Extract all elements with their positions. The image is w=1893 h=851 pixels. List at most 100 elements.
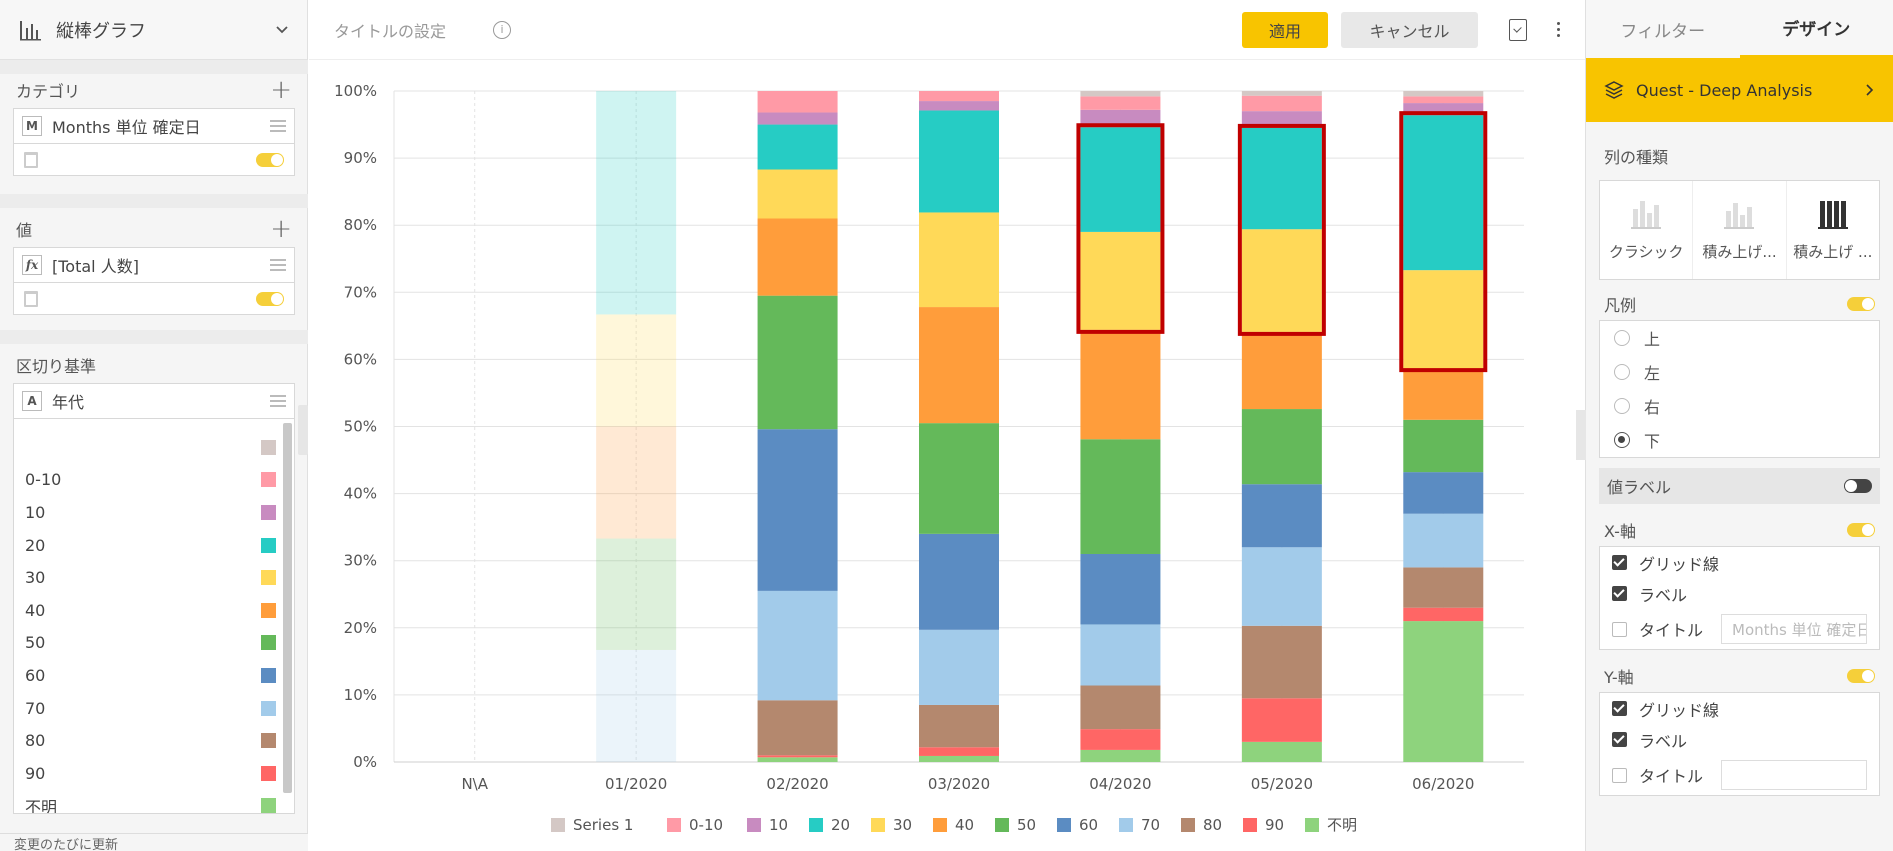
radio-icon[interactable] (1614, 364, 1630, 380)
breakdown-field[interactable]: A 年代 (13, 383, 295, 419)
apply-button[interactable]: 適用 (1242, 11, 1328, 48)
y-axis-toggle[interactable] (1847, 669, 1875, 683)
legend-swatch (933, 818, 947, 832)
legend-top-option[interactable]: 上 (1600, 321, 1879, 355)
legend-swatch (667, 818, 681, 832)
breakdown-item[interactable]: 30 (14, 561, 294, 594)
value-toggle[interactable] (256, 291, 284, 306)
legend-left-option[interactable]: 左 (1600, 355, 1879, 389)
breakdown-item[interactable]: 不明 (14, 790, 294, 813)
quest-deep-analysis-banner[interactable]: Quest - Deep Analysis (1586, 58, 1893, 122)
y-labels-label: ラベル (1639, 731, 1688, 751)
scrollbar[interactable] (283, 423, 292, 793)
add-category-icon[interactable]: + (270, 75, 292, 105)
collapse-left-panel-handle[interactable] (298, 405, 308, 455)
y-axis-options: グリッド線 ラベル タイトル (1599, 692, 1880, 796)
bar-segment-0-10 (1241, 95, 1322, 112)
radio-selected-icon[interactable] (1614, 432, 1630, 448)
breakdown-item[interactable]: 60 (14, 659, 294, 692)
trash-icon[interactable] (24, 290, 38, 307)
breakdown-item-label: 90 (25, 763, 46, 783)
checkbox-icon[interactable] (1612, 767, 1627, 783)
bar-segment-80 (757, 700, 838, 756)
checkbox-icon[interactable] (1612, 621, 1627, 637)
legend-label: 不明 (1327, 816, 1357, 834)
color-swatch[interactable] (261, 570, 276, 586)
column-type-stacked-100[interactable]: 積み上げ ... (1787, 181, 1879, 279)
drag-handle-icon[interactable] (270, 395, 286, 407)
cancel-button[interactable]: キャンセル (1341, 11, 1478, 48)
breakdown-item[interactable]: 90 (14, 757, 294, 790)
color-swatch[interactable] (261, 667, 276, 683)
legend-swatch (809, 818, 823, 832)
color-swatch[interactable] (261, 635, 276, 651)
color-swatch[interactable] (261, 765, 276, 781)
breakdown-item[interactable] (14, 431, 294, 464)
breakdown-item[interactable]: 0-10 (14, 464, 294, 497)
checkbox-checked-icon[interactable] (1612, 586, 1627, 601)
category-toggle[interactable] (256, 152, 284, 167)
auto-update-footer[interactable]: 変更のたびに更新 (0, 833, 308, 851)
breakdown-item-label: 70 (25, 698, 46, 718)
bar-segment-20 (1080, 127, 1161, 232)
info-icon[interactable]: i (493, 20, 512, 39)
legend-top-label: 上 (1644, 330, 1661, 349)
bar-segment-60 (919, 533, 999, 630)
y-axis-label: Y-軸 (1604, 668, 1634, 687)
breakdown-item[interactable]: 10 (14, 496, 294, 529)
y-grid-option[interactable]: グリッド線 (1600, 693, 1879, 724)
collapse-right-panel-handle[interactable] (1576, 410, 1586, 460)
checkbox-checked-icon[interactable] (1612, 555, 1627, 570)
chart-type-selector[interactable]: 縦棒グラフ (0, 0, 307, 60)
breakdown-item[interactable]: 70 (14, 692, 294, 725)
y-title-option[interactable]: タイトル (1600, 755, 1879, 795)
color-swatch[interactable] (261, 472, 276, 488)
highlight-box (1237, 123, 1326, 336)
legend-right-option[interactable]: 右 (1600, 389, 1879, 423)
radio-icon[interactable] (1614, 398, 1630, 414)
legend-bottom-option[interactable]: 下 (1600, 423, 1879, 457)
trash-icon[interactable] (24, 151, 38, 168)
category-field[interactable]: M Months 単位 確定日 (13, 108, 295, 144)
breakdown-item[interactable]: 50 (14, 627, 294, 660)
color-swatch[interactable] (261, 504, 276, 520)
breakdown-item[interactable]: 20 (14, 529, 294, 562)
add-value-icon[interactable]: + (270, 214, 292, 244)
legend-toggle[interactable] (1847, 297, 1875, 311)
x-grid-option[interactable]: グリッド線 (1600, 547, 1879, 578)
value-field[interactable]: fx [Total 人数] (13, 247, 295, 283)
bar-segment-90 (1403, 607, 1484, 622)
color-swatch[interactable] (261, 602, 276, 618)
bar-segment-50 (919, 423, 999, 534)
breakdown-item[interactable]: 80 (14, 724, 294, 757)
color-swatch[interactable] (261, 798, 276, 813)
drag-handle-icon[interactable] (270, 120, 286, 132)
color-swatch[interactable] (261, 733, 276, 749)
chart-title-input[interactable]: タイトルの設定 (334, 21, 447, 41)
radio-icon[interactable] (1614, 330, 1630, 346)
color-swatch[interactable] (261, 537, 276, 553)
more-options-icon[interactable] (1557, 22, 1560, 37)
checkbox-checked-icon[interactable] (1612, 732, 1627, 747)
column-type-stacked[interactable]: 積み上げ... (1693, 181, 1787, 279)
column-type-classic[interactable]: クラシック (1600, 181, 1694, 279)
color-swatch[interactable] (261, 700, 276, 716)
checkbox-checked-icon[interactable] (1612, 701, 1627, 716)
x-axis-toggle[interactable] (1847, 523, 1875, 537)
x-title-input[interactable]: Months 単位 確定日 (1721, 614, 1867, 644)
y-labels-option[interactable]: ラベル (1600, 724, 1879, 755)
chevron-down-icon (276, 25, 288, 33)
value-labels-toggle[interactable] (1844, 479, 1872, 493)
x-labels-option[interactable]: ラベル (1600, 578, 1879, 609)
drag-handle-icon[interactable] (270, 259, 286, 271)
y-title-input[interactable] (1721, 760, 1867, 790)
value-labels-label: 値ラベル (1607, 478, 1672, 497)
x-axis-options: グリッド線 ラベル タイトル Months 単位 確定日 (1599, 546, 1880, 650)
export-icon[interactable] (1509, 18, 1527, 41)
color-swatch[interactable] (261, 439, 276, 455)
tab-design[interactable]: デザイン (1739, 0, 1893, 58)
legend-label: 40 (955, 816, 974, 834)
x-title-option[interactable]: タイトル Months 単位 確定日 (1600, 609, 1879, 649)
tab-filter[interactable]: フィルター (1620, 21, 1706, 42)
breakdown-item[interactable]: 40 (14, 594, 294, 627)
